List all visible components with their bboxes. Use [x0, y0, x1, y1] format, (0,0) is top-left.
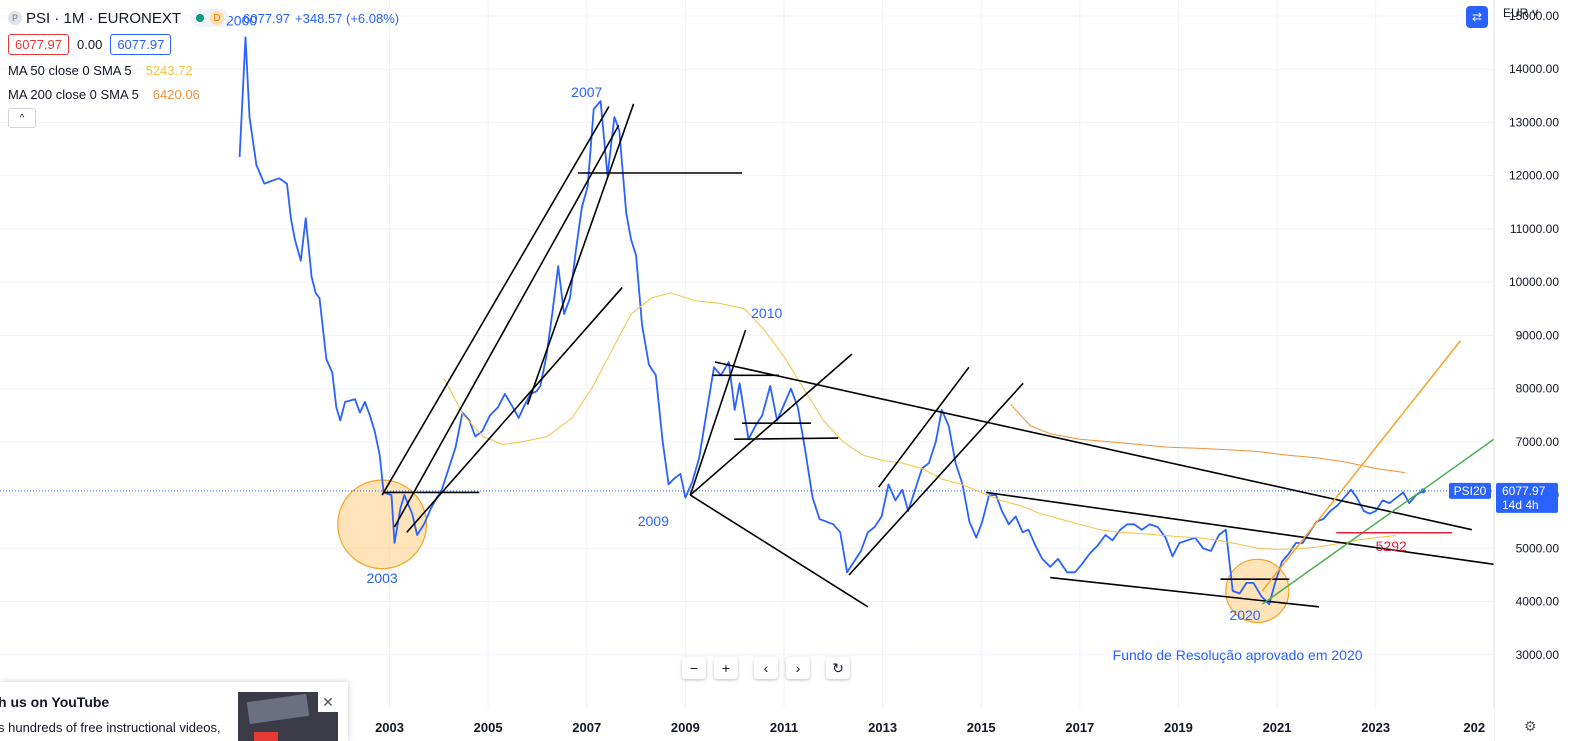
- delayed-badge: D: [210, 11, 225, 25]
- y-tick-label: 9000.00: [1516, 328, 1560, 342]
- x-tick-label: 2011: [770, 720, 798, 735]
- y-tick-label: 15000.00: [1509, 9, 1559, 23]
- swap-icon: ⇄: [1471, 10, 1483, 24]
- ma200-value: 6420.06: [152, 86, 200, 102]
- year-annotation: 2009: [638, 513, 669, 529]
- x-tick-label: 2003: [375, 720, 404, 735]
- y-tick-label: 13000.00: [1509, 115, 1559, 129]
- thumbnail-graphic: [246, 693, 310, 725]
- x-tick-label: 2013: [868, 720, 897, 735]
- y-tick-label: 4000.00: [1516, 595, 1560, 609]
- y-tick-label: 3000.00: [1516, 648, 1560, 662]
- year-annotation: 2020: [1229, 607, 1260, 623]
- series-line: [238, 36, 1424, 606]
- x-tick-label: 2009: [671, 720, 700, 735]
- y-tick-label: 7000.00: [1516, 435, 1560, 449]
- price-axis-bg: [1494, 0, 1572, 741]
- y-tick-label: 12000.00: [1509, 169, 1559, 183]
- year-annotation: 2003: [367, 570, 398, 586]
- trendline: [1050, 576, 1320, 608]
- y-tick-label: 5000.00: [1516, 541, 1560, 555]
- year-annotation: 2010: [751, 305, 782, 321]
- currency-toggle-button[interactable]: ⇄: [1466, 6, 1488, 28]
- trendline: [714, 361, 1472, 531]
- scroll-right-button[interactable]: ›: [786, 657, 810, 679]
- currency-label: EUR: [1503, 6, 1529, 20]
- spread-value: 0.00: [77, 36, 103, 52]
- trendline: [1261, 340, 1462, 592]
- market-open-icon: [196, 14, 205, 22]
- buy-price-box[interactable]: 6077.97: [110, 33, 172, 55]
- promo-subtitle: s hundreds of free instructional videos,: [0, 720, 221, 735]
- x-tick-label: 2021: [1263, 720, 1292, 735]
- ma50-label[interactable]: MA 50 close 0 SMA 5: [8, 62, 132, 78]
- youtube-promo-banner[interactable]: h us on YouTube s hundreds of free instr…: [0, 682, 348, 741]
- trendline: [381, 106, 610, 496]
- zoom-in-button[interactable]: +: [714, 657, 738, 679]
- y-tick-label: 14000.00: [1509, 62, 1559, 76]
- trendline: [986, 491, 1495, 566]
- trendline: [689, 353, 853, 496]
- series-line: [1010, 404, 1406, 474]
- symbol-title[interactable]: PSI · 1M · EURONEXT: [26, 9, 182, 27]
- last-price-tag: [1496, 482, 1558, 513]
- x-tick-label: 2007: [572, 720, 601, 735]
- trendline: [848, 382, 1024, 576]
- youtube-play-icon: [254, 732, 278, 741]
- reset-chart-button[interactable]: ↻: [826, 657, 850, 679]
- level-5292-label: 5292: [1376, 538, 1407, 554]
- close-icon[interactable]: ✕: [318, 692, 338, 712]
- ma200-label[interactable]: MA 200 close 0 SMA 5: [8, 86, 139, 102]
- chevron-up-icon: ^: [19, 112, 25, 124]
- symbol-logo-icon: P: [8, 11, 22, 25]
- bar-countdown: 14d 4h: [1502, 498, 1539, 512]
- currency-selector[interactable]: EUR ˅: [1503, 6, 1539, 20]
- annotation-note: Fundo de Resolução aprovado em 2020: [1113, 647, 1363, 663]
- symbol-legend: P PSI · 1M · EURONEXT D 6077.97 +348.57 …: [8, 6, 399, 128]
- year-annotation: 2000: [226, 13, 257, 29]
- zoom-out-button[interactable]: −: [682, 657, 706, 679]
- x-tick-label: 2015: [967, 720, 996, 735]
- series-line: [443, 292, 1396, 550]
- x-tick-label-edge: 202: [1463, 720, 1485, 735]
- trendline: [689, 329, 747, 496]
- trendline: [393, 124, 620, 528]
- trendline: [734, 437, 839, 440]
- trendline: [526, 103, 635, 405]
- y-tick-label: 8000.00: [1516, 382, 1560, 396]
- chart-navigation: − + ‹ › ↻: [682, 657, 858, 679]
- last-price-tag-value: 6077.97: [1502, 484, 1546, 498]
- x-tick-label: 2017: [1065, 720, 1094, 735]
- x-tick-label: 2019: [1164, 720, 1193, 735]
- trendline: [689, 494, 869, 608]
- scroll-left-button[interactable]: ‹: [754, 657, 778, 679]
- collapse-legend-button[interactable]: ^: [8, 108, 36, 128]
- y-tick-label: 10000.00: [1509, 275, 1559, 289]
- symbol-tag-label: PSI20: [1454, 484, 1487, 498]
- x-tick-label: 2023: [1361, 720, 1390, 735]
- trendline: [1261, 438, 1495, 605]
- y-tick-label: 11000.00: [1510, 222, 1559, 236]
- year-annotation: 2007: [571, 84, 602, 100]
- symbol-tag: [1449, 482, 1491, 499]
- last-price: 6077.97: [243, 10, 291, 26]
- sell-price-box[interactable]: 6077.97: [8, 33, 69, 55]
- x-tick-label: 2005: [474, 720, 503, 735]
- price-change: +348.57 (+6.08%): [295, 10, 400, 26]
- promo-title: h us on YouTube: [0, 694, 110, 710]
- trendline: [878, 366, 970, 488]
- settings-gear-icon[interactable]: ⚙: [1524, 718, 1537, 734]
- ma50-value: 5243.72: [145, 62, 193, 78]
- trendline: [406, 286, 623, 533]
- market-status-pill[interactable]: D: [191, 9, 230, 27]
